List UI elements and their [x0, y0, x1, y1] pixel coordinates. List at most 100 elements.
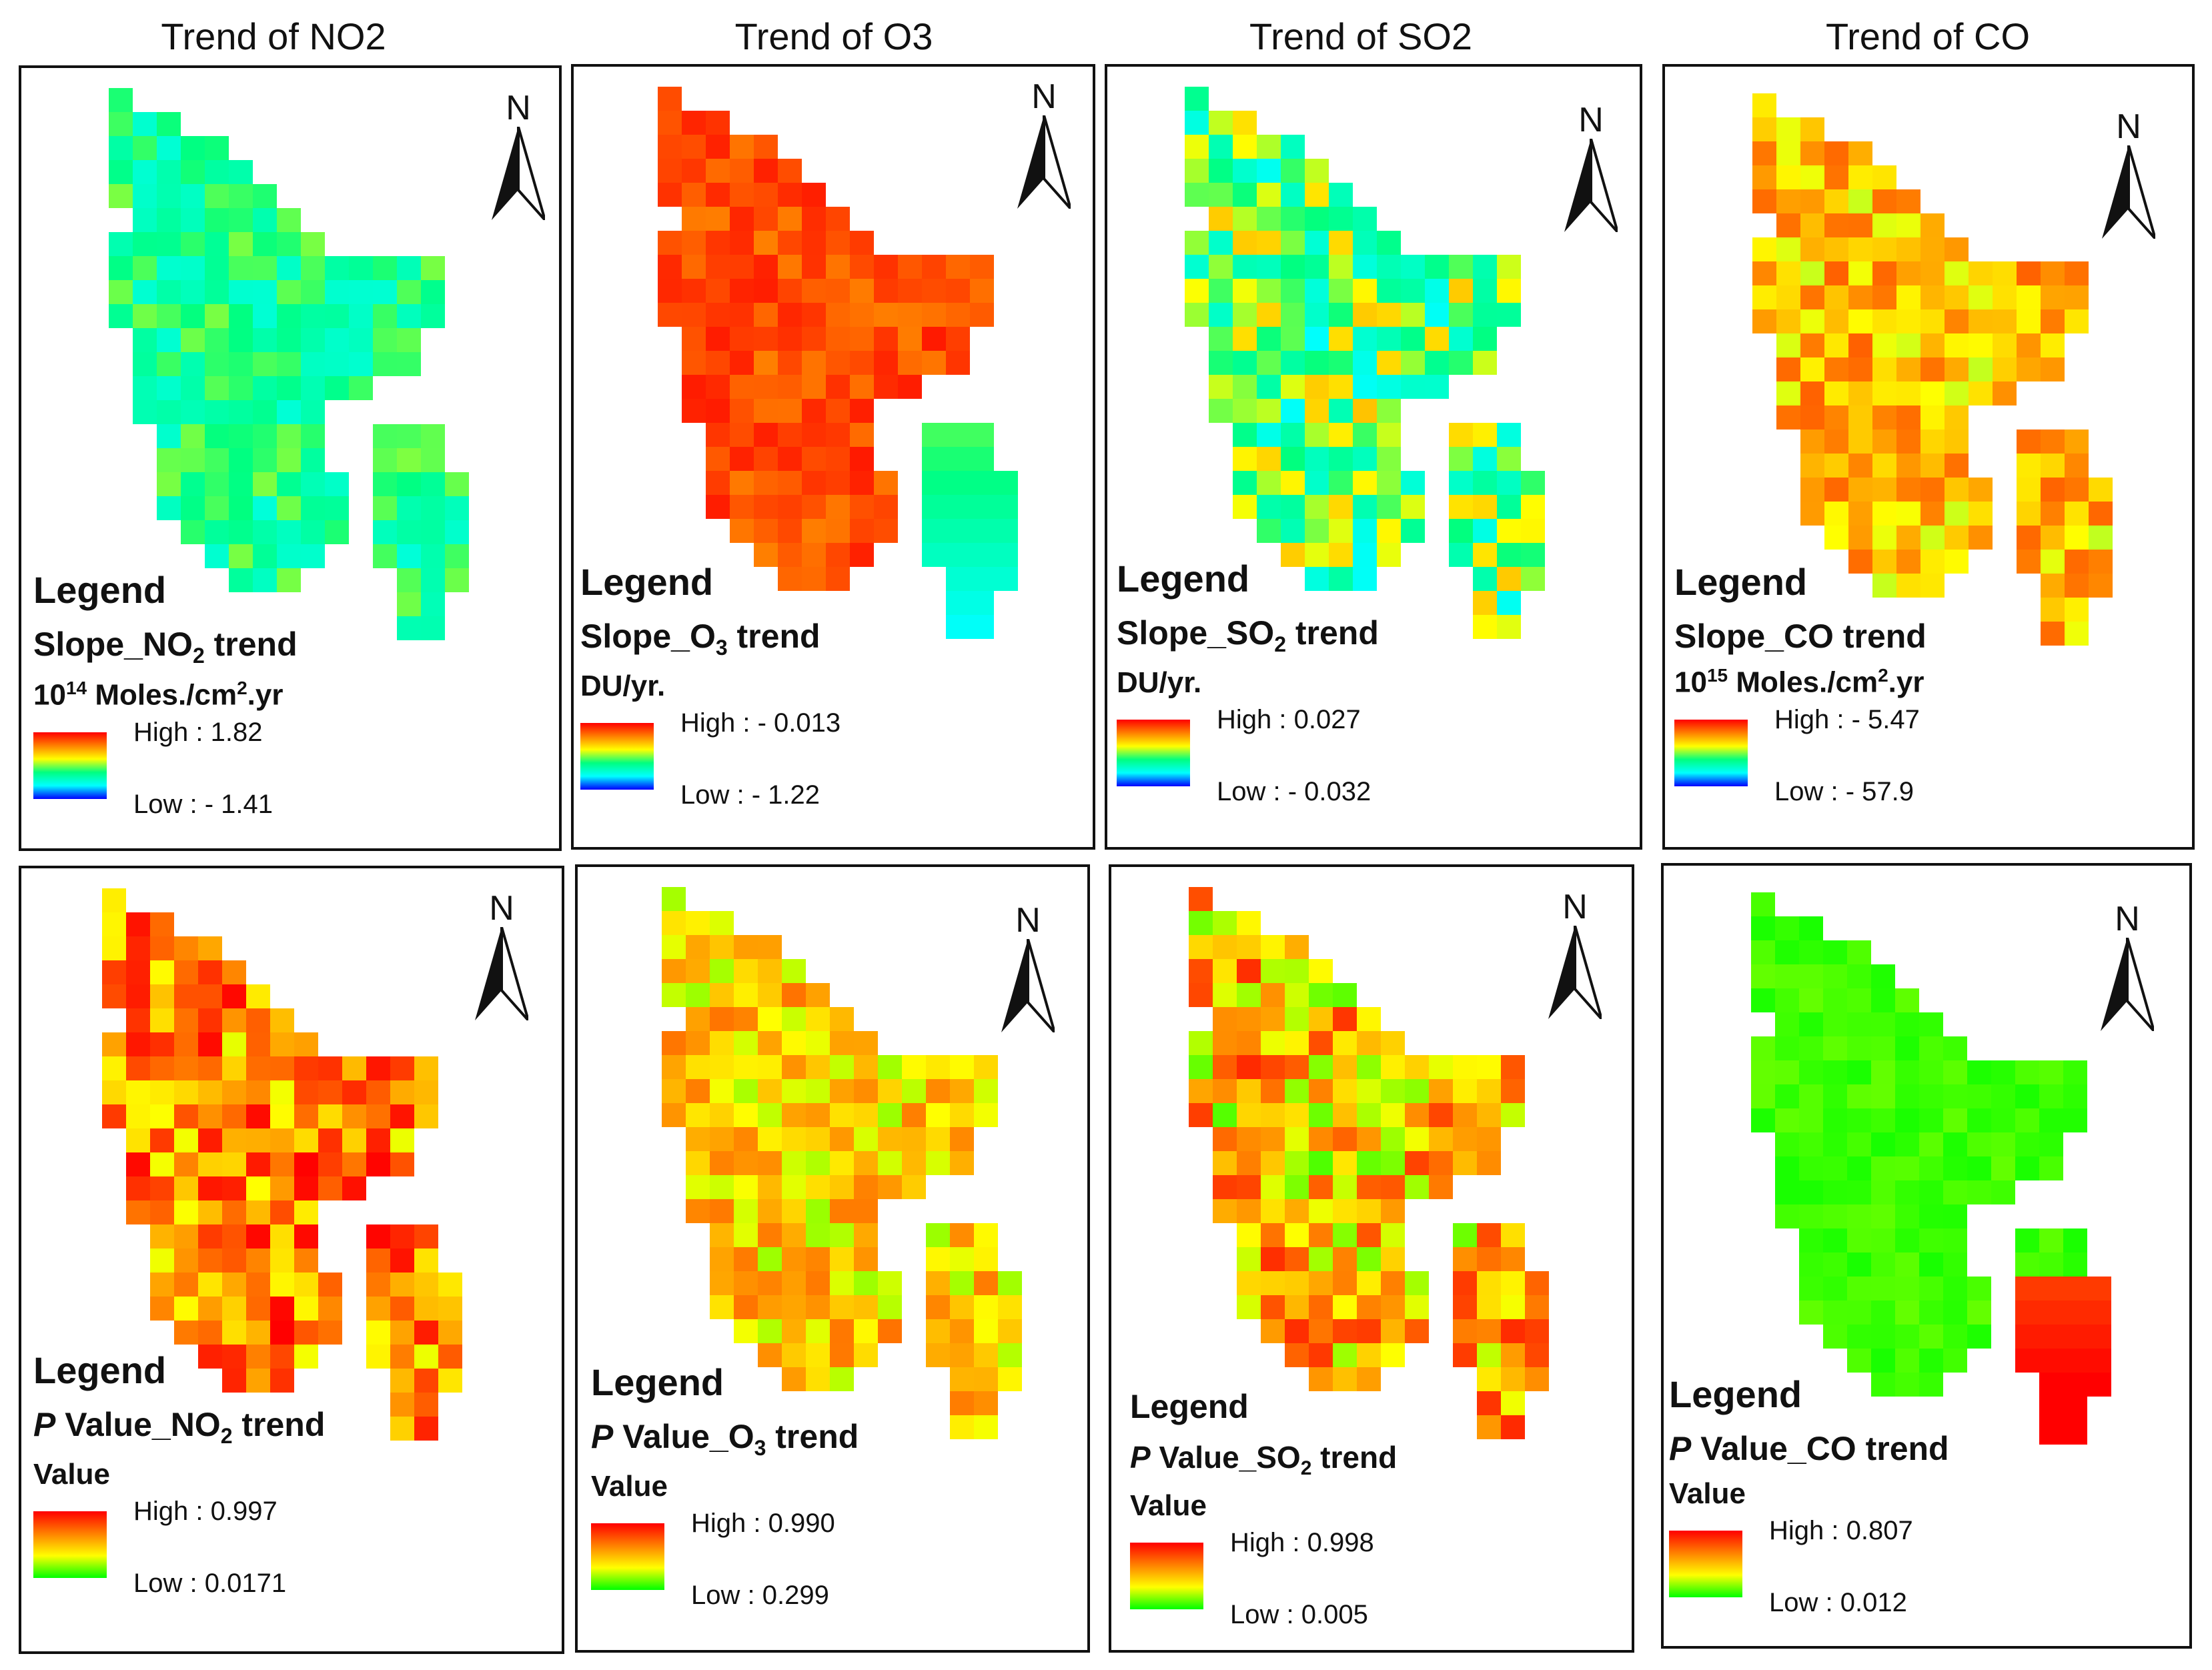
map-cell [754, 255, 778, 279]
map-cell [1920, 309, 1945, 333]
map-cell [1405, 1127, 1429, 1151]
map-cell [1261, 1031, 1285, 1055]
map-cell [994, 471, 1018, 495]
map-cell [1261, 1007, 1285, 1031]
map-cell [826, 471, 850, 495]
map-cell [682, 111, 706, 135]
map-cell [1381, 1343, 1405, 1367]
map-cell [662, 887, 686, 911]
map-cell [2087, 1277, 2111, 1301]
map-cell [2041, 574, 2065, 598]
map-cell [706, 255, 730, 279]
map-cell [778, 183, 802, 207]
map-cell [806, 1127, 830, 1151]
map-cell [246, 1345, 270, 1369]
map-cell [150, 984, 174, 1008]
map-cell [970, 567, 994, 591]
map-cell [253, 280, 277, 304]
map-cell [1473, 303, 1497, 327]
north-arrow-icon [1548, 926, 1602, 1019]
legend-o3-pvalue: Legend P Value_O3 trend Value High : 0.9… [591, 1361, 859, 1610]
map-cell [342, 1056, 366, 1080]
map-cell [1333, 1031, 1357, 1055]
map-cell [1501, 1079, 1525, 1103]
map-cell [133, 208, 157, 232]
map-cell [270, 1008, 294, 1032]
map-cell [1872, 213, 1896, 237]
map-cell [390, 1104, 414, 1128]
map-cell [922, 255, 946, 279]
map-cell [294, 1200, 318, 1224]
map-cell [1477, 1319, 1501, 1343]
map-cell [946, 567, 970, 591]
map-cell [1872, 285, 1896, 309]
map-cell [1329, 447, 1353, 471]
map-cell [878, 1151, 902, 1175]
map-cell [1800, 381, 1824, 405]
map-cell [1871, 1325, 1895, 1349]
map-cell [1775, 1084, 1799, 1108]
map-cell [2065, 622, 2089, 646]
map-cell [998, 1319, 1022, 1343]
north-arrow-icon [1564, 139, 1618, 232]
map-cell [754, 279, 778, 303]
map-cell [1381, 1079, 1405, 1103]
legend-high-value: High : - 0.013 [680, 708, 841, 738]
map-cell [782, 1175, 806, 1199]
map-cell [229, 352, 253, 376]
legend-unit: Value [1669, 1477, 1746, 1510]
map-cell [1185, 255, 1209, 279]
map-cell [1285, 983, 1309, 1007]
map-cell [1281, 255, 1305, 279]
map-cell [2039, 1349, 2063, 1373]
map-cell [1353, 327, 1377, 351]
map-cell [1847, 1012, 1871, 1036]
map-cell [1353, 423, 1377, 447]
map-cell [1919, 1252, 1943, 1277]
map-cell [1237, 1103, 1261, 1127]
map-cell [390, 1248, 414, 1273]
map-cell [1285, 1007, 1309, 1031]
map-cell [1329, 543, 1353, 567]
map-cell [1377, 375, 1401, 399]
map-cell [782, 1127, 806, 1151]
map-cell [1943, 1277, 1967, 1301]
legend-low-value: Low : 0.012 [1769, 1588, 1907, 1617]
map-cell [1969, 502, 1993, 526]
map-cell [246, 1008, 270, 1032]
map-cell [1401, 495, 1425, 519]
map-cell [397, 472, 421, 496]
map-cell [1525, 1319, 1549, 1343]
legend-no2-slope: Legend Slope_NO2 trend 1014 Moles./cm2.y… [33, 568, 298, 819]
map-cell [1209, 303, 1233, 327]
map-cell [445, 520, 469, 544]
map-cell [1425, 327, 1449, 351]
map-cell [1521, 519, 1545, 543]
map-cell [1189, 1079, 1213, 1103]
map-cell [157, 304, 181, 328]
map-cell [1453, 1247, 1477, 1271]
map-cell [445, 544, 469, 568]
legend-subtitle: Slope_SO2 trend [1117, 614, 1379, 656]
map-cell [1501, 1343, 1525, 1367]
map-cell [950, 1271, 974, 1295]
map-cell [686, 1103, 710, 1127]
map-cell [181, 376, 205, 400]
legend-unit: Value [1130, 1489, 1207, 1523]
map-cell [421, 256, 445, 280]
map-cell [1497, 591, 1521, 615]
map-cell [686, 911, 710, 935]
map-cell [150, 1152, 174, 1176]
map-cell [366, 1104, 390, 1128]
map-cell [1501, 1319, 1525, 1343]
map-cell [1895, 1180, 1919, 1204]
map-cell [2039, 1156, 2063, 1180]
map-cell [2017, 430, 2041, 454]
map-cell [198, 1176, 222, 1200]
map-cell [1185, 231, 1209, 255]
map-cell [682, 303, 706, 327]
map-cell [1993, 309, 2017, 333]
map-cell [414, 1417, 438, 1441]
map-cell [2017, 454, 2041, 478]
map-cell [970, 447, 994, 471]
